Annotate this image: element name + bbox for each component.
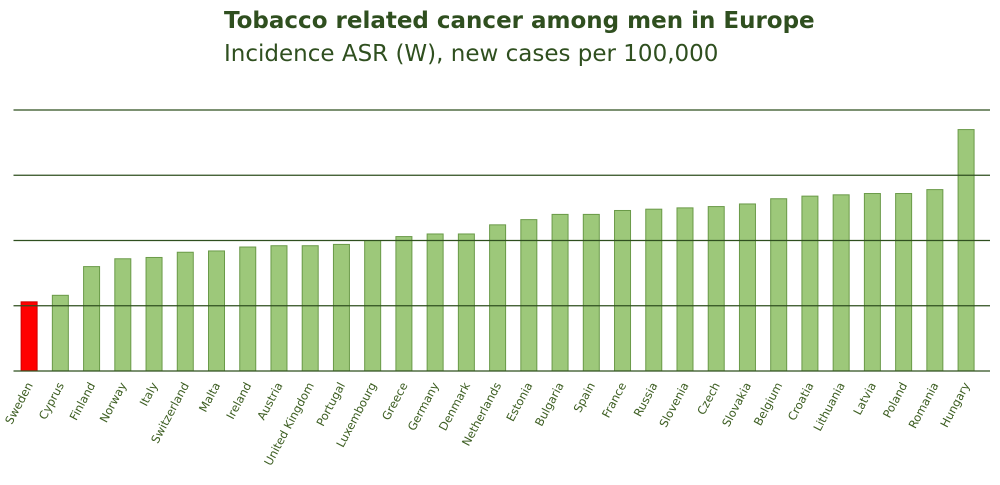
bar bbox=[83, 266, 101, 372]
bar bbox=[395, 236, 413, 372]
bar bbox=[832, 194, 850, 372]
bar bbox=[582, 213, 600, 372]
bar bbox=[738, 203, 756, 372]
bar bbox=[520, 219, 538, 372]
x-tick-label: Estonia bbox=[503, 380, 535, 424]
bar bbox=[176, 251, 194, 372]
bar bbox=[489, 224, 507, 372]
bar bbox=[426, 233, 444, 372]
bar bbox=[645, 208, 663, 372]
bar bbox=[926, 189, 944, 372]
x-tick-label: Cyprus bbox=[36, 380, 67, 422]
chart-subtitle: Incidence ASR (W), new cases per 100,000 bbox=[224, 41, 718, 67]
x-tick-label: Greece bbox=[379, 380, 411, 423]
x-tick-label: Hungary bbox=[937, 380, 973, 430]
x-tick-label: Latvia bbox=[850, 380, 879, 417]
bar bbox=[863, 193, 881, 372]
bar bbox=[20, 301, 38, 372]
x-tick-label: Bulgaria bbox=[532, 380, 567, 429]
x-tick-label: Slovakia bbox=[719, 380, 754, 429]
bar bbox=[114, 258, 132, 372]
bar bbox=[957, 129, 975, 372]
bar bbox=[895, 193, 913, 372]
bar bbox=[770, 198, 788, 372]
x-tick-label: Slovenia bbox=[656, 380, 691, 430]
x-tick-label: Romania bbox=[906, 380, 942, 431]
x-tick-label: France bbox=[599, 380, 629, 420]
x-tick-label: Lithuania bbox=[810, 380, 847, 434]
bar bbox=[239, 246, 257, 372]
x-tick-label: Portugal bbox=[313, 380, 348, 429]
x-tick-label: Poland bbox=[880, 380, 910, 420]
bar bbox=[270, 245, 288, 372]
x-tick-label: Ireland bbox=[223, 380, 254, 422]
bar bbox=[676, 207, 694, 372]
bar bbox=[551, 213, 569, 372]
bar bbox=[707, 206, 725, 372]
bar bbox=[145, 256, 163, 372]
bar bbox=[801, 195, 819, 372]
bar bbox=[332, 243, 350, 372]
chart-title: Tobacco related cancer among men in Euro… bbox=[224, 8, 815, 34]
x-tick-label: Finland bbox=[67, 380, 99, 423]
bar bbox=[301, 245, 319, 372]
x-tick-label: Czech bbox=[694, 380, 723, 417]
x-tick-label: Croatia bbox=[785, 380, 817, 423]
x-tick-label: Norway bbox=[97, 380, 130, 425]
x-tick-label: Italy bbox=[137, 380, 161, 409]
x-tick-label: Malta bbox=[196, 380, 223, 415]
x-tick-label: Austria bbox=[254, 380, 285, 422]
x-tick-label: Belgium bbox=[751, 380, 785, 428]
bar bbox=[457, 233, 475, 372]
bar bbox=[208, 250, 226, 372]
x-tick-label: Sweden bbox=[2, 380, 36, 427]
bar bbox=[614, 209, 632, 372]
bar bbox=[51, 294, 69, 372]
x-tick-label: Russia bbox=[631, 380, 661, 419]
x-tick-label: Spain bbox=[570, 380, 597, 415]
